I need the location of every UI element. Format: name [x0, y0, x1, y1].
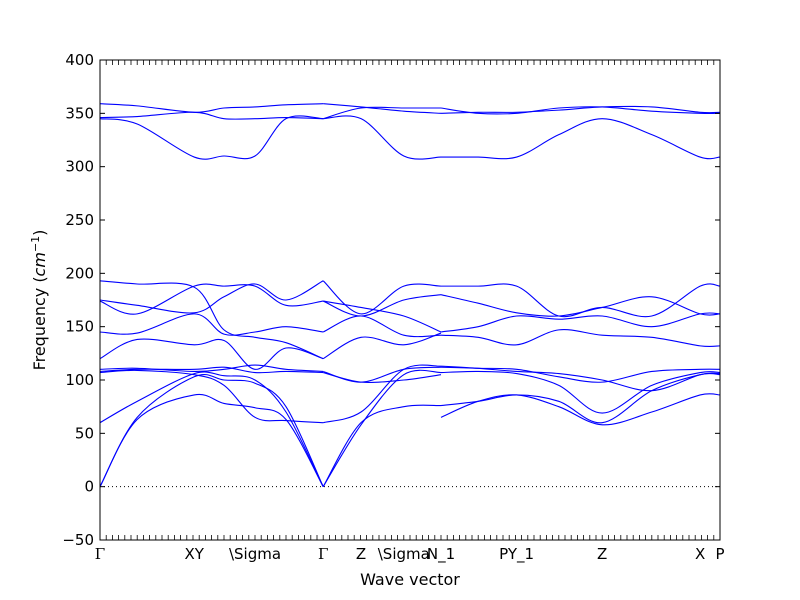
band-line-37	[440, 106, 721, 115]
band-line-5	[99, 364, 324, 373]
kpoint-label: PY_1	[499, 545, 534, 564]
kpoint-label: Z	[597, 545, 607, 563]
x-axis-label: Wave vector	[360, 570, 460, 589]
kpoint-label: Γ	[95, 545, 105, 563]
y-tick-label: 200	[65, 264, 94, 282]
band-line-36	[441, 118, 721, 160]
kpoint-label: \Sigma	[378, 545, 430, 563]
kpoint-label: Z	[356, 545, 366, 563]
band-line-23	[322, 280, 442, 315]
band-line-8	[99, 283, 324, 315]
y-tick-label: 400	[65, 51, 94, 69]
y-tick-label: 250	[65, 211, 94, 229]
band-line-26	[323, 103, 442, 114]
y-tick-label: 350	[65, 104, 94, 122]
y-axis-label: Frequency (cm−1)	[29, 230, 49, 371]
band-line-12	[99, 111, 324, 120]
kpoint-label: Γ	[318, 545, 328, 563]
band-line-10	[99, 280, 324, 314]
y-tick-label: 0	[84, 478, 94, 496]
band-line-9	[99, 280, 324, 360]
y-axis-label-close: )	[30, 230, 49, 236]
band-line-29	[440, 370, 721, 414]
band-line-7	[99, 313, 324, 336]
y-tick-label: 300	[65, 158, 94, 176]
band-line-22	[322, 294, 442, 317]
band-line-0	[99, 393, 324, 487]
kpoint-label: N_1	[427, 545, 455, 564]
band-line-11	[99, 115, 324, 160]
band-line-31	[440, 365, 721, 392]
band-line-6	[99, 338, 324, 370]
y-axis-label-exponent: −1	[29, 236, 42, 252]
y-axis-label-unit: cm	[30, 252, 49, 276]
band-line-21	[323, 300, 442, 333]
y-axis-label-text: Frequency (	[30, 276, 49, 370]
band-line-1	[99, 373, 324, 487]
band-line-38	[440, 105, 721, 114]
y-tick-label: 100	[65, 371, 94, 389]
y-tick-label: 150	[65, 318, 94, 336]
band-line-33	[440, 312, 721, 333]
band-line-19	[322, 332, 442, 360]
band-line-15	[322, 369, 442, 487]
plot-frame	[99, 59, 721, 541]
band-line-13	[99, 103, 324, 113]
band-line-2	[99, 371, 324, 487]
y-tick-label: −50	[62, 531, 94, 549]
band-line-3	[99, 369, 324, 424]
band-line-27	[440, 393, 721, 426]
band-line-32	[440, 329, 721, 348]
band-line-18	[323, 366, 442, 383]
band-line-20	[322, 315, 442, 338]
y-tick-label: 50	[75, 424, 94, 442]
band-line-24	[323, 115, 442, 160]
axis-ticks	[99, 59, 721, 541]
kpoint-label: P	[715, 545, 724, 563]
band-line-25	[323, 106, 441, 120]
kpoint-label: \Sigma	[229, 545, 281, 563]
band-series-group	[99, 103, 721, 487]
band-line-4	[99, 366, 324, 374]
band-line-16	[323, 364, 442, 424]
y-tick-labels: −50 0 50 100 150 200 250 300 350 400	[62, 51, 94, 549]
kpoint-label: X	[695, 545, 705, 563]
band-line-35	[440, 283, 721, 318]
band-line-14	[322, 404, 442, 487]
kpoint-label: XY	[185, 545, 205, 563]
